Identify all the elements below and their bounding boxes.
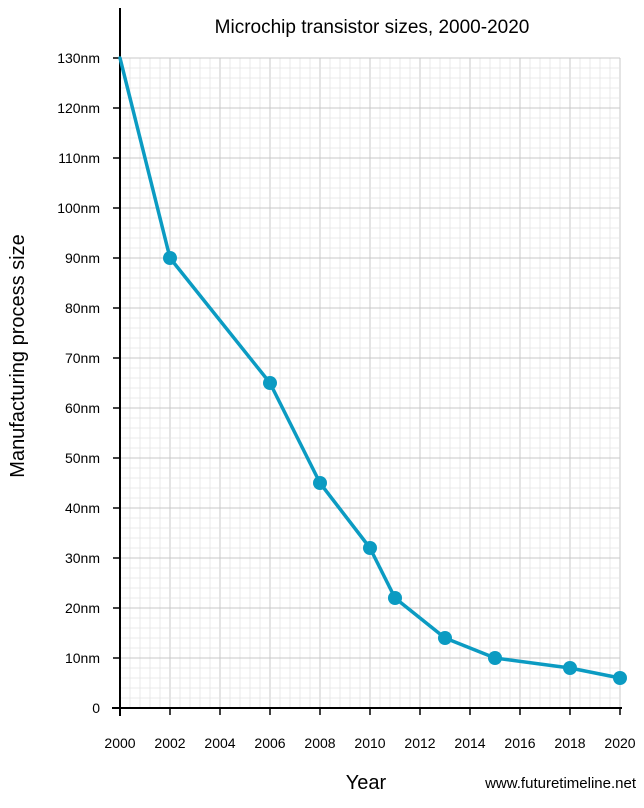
y-tick-label: 130nm	[57, 50, 100, 66]
series-line	[118, 56, 622, 680]
data-point	[488, 651, 502, 665]
data-point	[563, 661, 577, 675]
data-point	[263, 376, 277, 390]
x-tick-label: 2006	[254, 735, 285, 751]
series	[118, 56, 627, 685]
x-tick-label: 2004	[204, 735, 235, 751]
data-point	[613, 671, 627, 685]
grid	[119, 57, 621, 709]
y-tick-label: 100nm	[57, 200, 100, 216]
data-point	[388, 591, 402, 605]
tick-labels: 0 10nm 20nm 30nm 40nm 50nm 60nm 70nm 80nm 90nm 100…	[57, 50, 636, 751]
y-axis-label: Manufacturing process size	[7, 234, 29, 477]
y-tick-label: 120nm	[57, 100, 100, 116]
x-axis-label: Year	[346, 772, 387, 794]
x-tick-label: 2000	[104, 735, 135, 751]
x-tick-label: 2020	[604, 735, 635, 751]
y-tick-label: 110nm	[58, 150, 100, 166]
y-tick-label: 90nm	[65, 250, 100, 266]
chart-title: Microchip transistor sizes, 2000-2020	[215, 17, 530, 38]
y-tick-label: 0	[92, 700, 100, 716]
y-tick-label: 10nm	[65, 650, 100, 666]
y-tick-label: 80nm	[65, 300, 100, 316]
data-point	[163, 251, 177, 265]
data-point	[313, 476, 327, 490]
y-tick-label: 60nm	[65, 400, 100, 416]
x-tick-label: 2016	[504, 735, 535, 751]
y-tick-label: 40nm	[65, 500, 100, 516]
credit-text: www.futuretimeline.net	[484, 775, 637, 792]
y-tick-label: 50nm	[65, 450, 100, 466]
y-tick-label: 70nm	[65, 350, 100, 366]
data-point	[363, 541, 377, 555]
x-tick-label: 2012	[404, 735, 435, 751]
y-tick-label: 20nm	[65, 600, 100, 616]
x-tick-label: 2008	[304, 735, 335, 751]
data-point	[438, 631, 452, 645]
x-tick-label: 2014	[454, 735, 485, 751]
x-tick-label: 2002	[154, 735, 185, 751]
y-tick-label: 30nm	[65, 550, 100, 566]
x-tick-label: 2018	[554, 735, 585, 751]
x-tick-label: 2010	[354, 735, 385, 751]
axes	[112, 8, 622, 716]
